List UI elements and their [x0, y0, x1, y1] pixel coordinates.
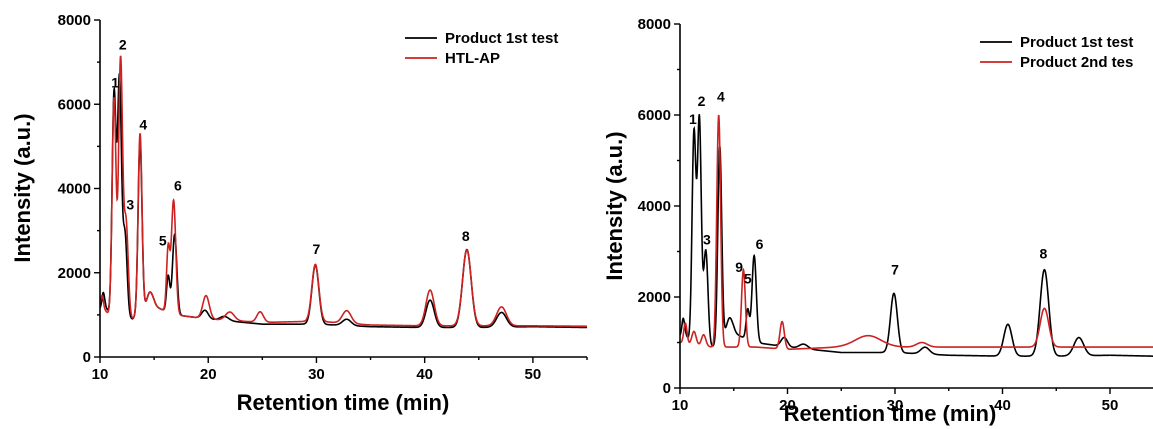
- y-axis-title: Intensity (a.u.): [10, 113, 35, 262]
- series-line-1: [680, 113, 1153, 357]
- y-tick-label: 8000: [58, 12, 91, 29]
- series-line-2: [100, 55, 587, 328]
- peak-label: 2: [119, 36, 127, 52]
- peak-label: 3: [703, 232, 711, 248]
- y-tick-label: 8000: [638, 16, 671, 33]
- chart-panel-1: 10 20 30 40 50 0 2000 4000 6000 8000 Retention tim…: [10, 12, 588, 415]
- x-axis-title: Retention time (min): [784, 401, 997, 426]
- peak-label: 8: [1039, 245, 1047, 261]
- x-tick-label: 50: [1102, 397, 1119, 414]
- y-tick-label: 0: [663, 380, 671, 397]
- y-tick-label: 2000: [638, 289, 671, 306]
- x-tick-label: 20: [200, 366, 217, 383]
- legend-label-1: Product 1st test: [445, 30, 558, 47]
- x-tick-label: 30: [887, 397, 904, 414]
- peak-label: 5: [744, 270, 752, 286]
- y-tick-label: 4000: [58, 181, 91, 198]
- series-line-2: [680, 114, 1153, 350]
- x-axis-title: Retention time (min): [237, 390, 450, 415]
- y-tick-label: 2000: [58, 265, 91, 282]
- y-tick-label: 0: [83, 349, 91, 366]
- chart-panel-2: 10 20 30 40 50 0 2000 4000 6000 8000 Retention tim…: [602, 16, 1153, 426]
- peak-label: 4: [717, 88, 725, 104]
- peak-label: 3: [126, 197, 134, 213]
- x-tick-label: 40: [994, 397, 1011, 414]
- peak-label: 2: [698, 93, 706, 109]
- y-axis-title: Intensity (a.u.): [602, 131, 627, 280]
- peak-label: 9: [735, 259, 743, 275]
- peak-label: 6: [756, 236, 764, 252]
- legend-label-2: HTL-AP: [445, 50, 500, 67]
- x-tick-label: 10: [672, 397, 689, 414]
- x-tick-label: 10: [92, 366, 109, 383]
- peak-label: 1: [689, 111, 697, 127]
- peak-label: 5: [159, 232, 167, 248]
- y-tick-label: 4000: [638, 198, 671, 215]
- peak-label: 8: [462, 228, 470, 244]
- x-tick-label: 40: [416, 366, 433, 383]
- peak-label: 1: [111, 74, 119, 90]
- legend-label-1: Product 1st test: [1020, 34, 1133, 51]
- peak-label: 6: [174, 178, 182, 194]
- x-tick-label: 50: [525, 366, 542, 383]
- y-tick-label: 6000: [58, 96, 91, 113]
- peak-label: 7: [313, 241, 321, 257]
- peak-label: 4: [139, 117, 147, 133]
- legend-label-2: Product 2nd tes: [1020, 54, 1133, 71]
- x-tick-label: 30: [308, 366, 325, 383]
- x-tick-label: 20: [779, 397, 796, 414]
- y-tick-label: 6000: [638, 107, 671, 124]
- peak-label: 7: [891, 261, 899, 277]
